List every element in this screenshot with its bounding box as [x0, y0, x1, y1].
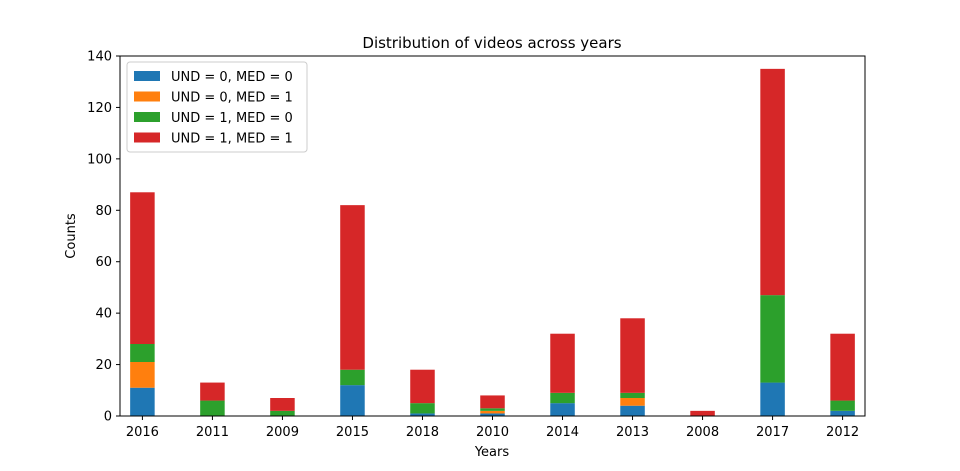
bar-segment	[620, 405, 645, 416]
x-axis: 2016 2011 2009 2015 2018 2010 2014 2013 2008 2017…	[126, 416, 859, 440]
x-tick-label: 2013	[616, 425, 649, 440]
bar-segment	[480, 413, 505, 416]
legend-swatch	[134, 71, 160, 81]
bar-segment	[480, 410, 505, 414]
bar-segment	[620, 398, 645, 406]
y-tick-label: 20	[95, 358, 112, 373]
chart-title: Distribution of videos across years	[362, 34, 621, 52]
legend-swatch	[134, 112, 160, 122]
bar-segment	[200, 382, 225, 401]
bar-segment	[760, 68, 785, 296]
bar-segment	[130, 344, 155, 362]
y-tick-label: 100	[87, 152, 112, 167]
legend-swatch	[134, 132, 160, 143]
bar-segment	[480, 408, 505, 411]
bar-segment	[620, 318, 645, 393]
bar-segment	[830, 410, 855, 416]
legend-label: UND = 1, MED = 1	[171, 132, 293, 147]
bar-segment	[690, 410, 715, 416]
y-axis: 0 20 40 60 80 100 120 140	[87, 50, 120, 425]
x-tick-label: 2012	[826, 425, 859, 440]
y-tick-label: 120	[87, 101, 112, 116]
bar-segment	[410, 403, 435, 414]
y-tick-label: 60	[95, 255, 112, 270]
x-tick-label: 2015	[336, 425, 369, 440]
y-tick-label: 80	[95, 204, 112, 219]
bar-segment	[340, 385, 365, 416]
x-tick-label: 2018	[406, 425, 439, 440]
bar-segment	[270, 398, 295, 411]
bar-segment	[340, 369, 365, 386]
legend-swatch	[134, 91, 160, 102]
bar-segment	[550, 403, 575, 416]
bar-segment	[620, 392, 645, 398]
x-tick-label: 2008	[686, 425, 719, 440]
bar-segment	[760, 295, 785, 383]
y-tick-label: 140	[87, 50, 112, 65]
x-tick-label: 2016	[126, 425, 159, 440]
legend-label: UND = 1, MED = 0	[171, 111, 293, 126]
bar-segment	[480, 395, 505, 409]
legend: UND = 0, MED = 0 UND = 0, MED = 1 UND = 1,…	[126, 61, 308, 153]
bars-group	[130, 68, 855, 416]
x-axis-label: Years	[474, 445, 510, 460]
bar-segment	[550, 392, 575, 404]
bar-segment	[270, 410, 295, 416]
x-tick-label: 2011	[196, 425, 229, 440]
x-tick-label: 2014	[546, 425, 579, 440]
bar-segment	[130, 387, 155, 416]
y-tick-label: 0	[104, 410, 112, 425]
bar-segment	[340, 205, 365, 370]
bar-segment	[760, 382, 785, 416]
bar-segment	[410, 369, 435, 404]
bar-segment	[830, 333, 855, 401]
bar-segment	[130, 362, 155, 388]
legend-label: UND = 0, MED = 1	[171, 91, 293, 106]
y-tick-label: 40	[95, 307, 112, 322]
bar-segment	[550, 333, 575, 393]
bar-segment	[410, 413, 435, 416]
legend-label: UND = 0, MED = 0	[171, 70, 293, 85]
y-axis-label: Counts	[64, 213, 79, 259]
bar-segment	[830, 400, 855, 411]
bar-segment	[130, 192, 155, 344]
x-tick-label: 2017	[756, 425, 789, 440]
x-tick-label: 2009	[266, 425, 299, 440]
bar-segment	[200, 400, 225, 416]
x-tick-label: 2010	[476, 425, 509, 440]
legend-box	[126, 61, 308, 153]
